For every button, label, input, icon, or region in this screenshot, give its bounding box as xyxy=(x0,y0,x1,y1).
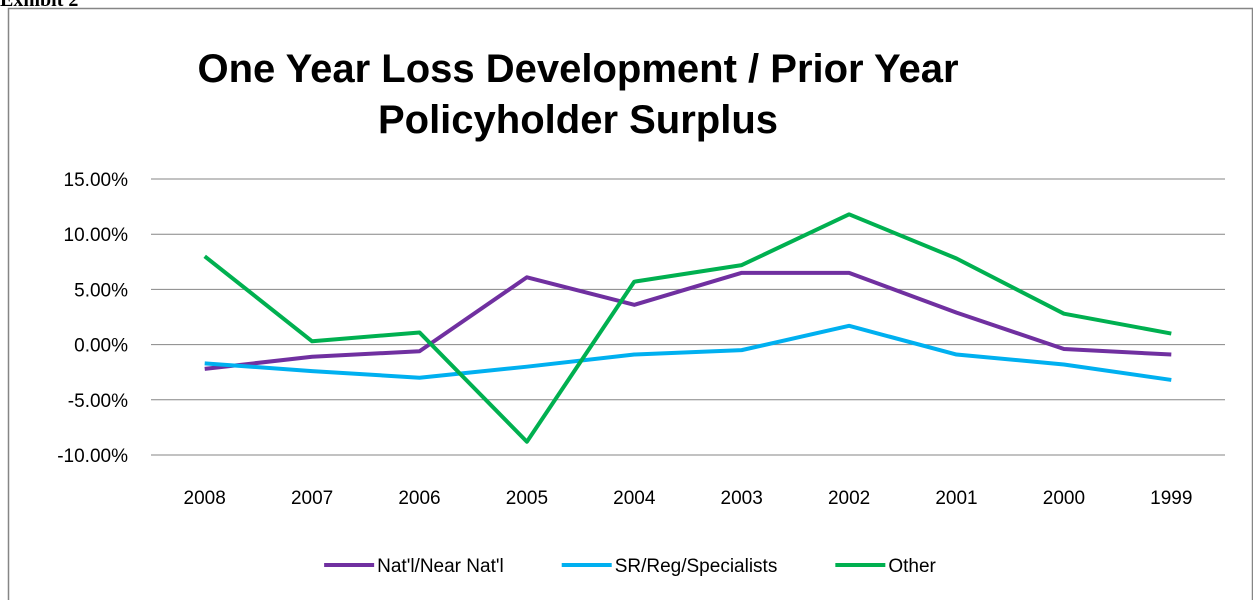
series-line xyxy=(204,323,1172,382)
chart-title: Policyholder Surplus xyxy=(378,98,778,142)
y-tick-label: 15.00% xyxy=(64,170,129,191)
y-tick-label: -10.00% xyxy=(57,446,128,467)
x-tick-label: 2001 xyxy=(935,488,977,509)
legend-label: SR/Reg/Specialists xyxy=(615,556,778,577)
chart-title: One Year Loss Development / Prior Year xyxy=(197,47,958,91)
y-tick-label: 5.00% xyxy=(74,280,128,301)
legend-label: Nat'l/Near Nat'l xyxy=(377,556,504,577)
series-line xyxy=(203,212,1172,444)
x-tick-label: 2000 xyxy=(1043,488,1085,509)
x-tick-label: 2005 xyxy=(506,488,548,509)
x-tick-label: 2004 xyxy=(613,488,656,509)
y-tick-label: -5.00% xyxy=(68,391,128,412)
x-tick-label: 2006 xyxy=(398,488,440,509)
x-tick-label: 2002 xyxy=(828,488,870,509)
legend-label: Other xyxy=(888,556,936,577)
x-tick-label: 2007 xyxy=(291,488,333,509)
series-line xyxy=(204,270,1172,371)
y-tick-label: 10.00% xyxy=(64,225,129,246)
x-tick-label: 2008 xyxy=(184,488,226,509)
y-tick-label: 0.00% xyxy=(74,336,128,357)
x-tick-label: 1999 xyxy=(1150,488,1192,509)
exhibit-label: Exhibit 2 xyxy=(0,0,78,11)
x-tick-label: 2003 xyxy=(721,488,763,509)
